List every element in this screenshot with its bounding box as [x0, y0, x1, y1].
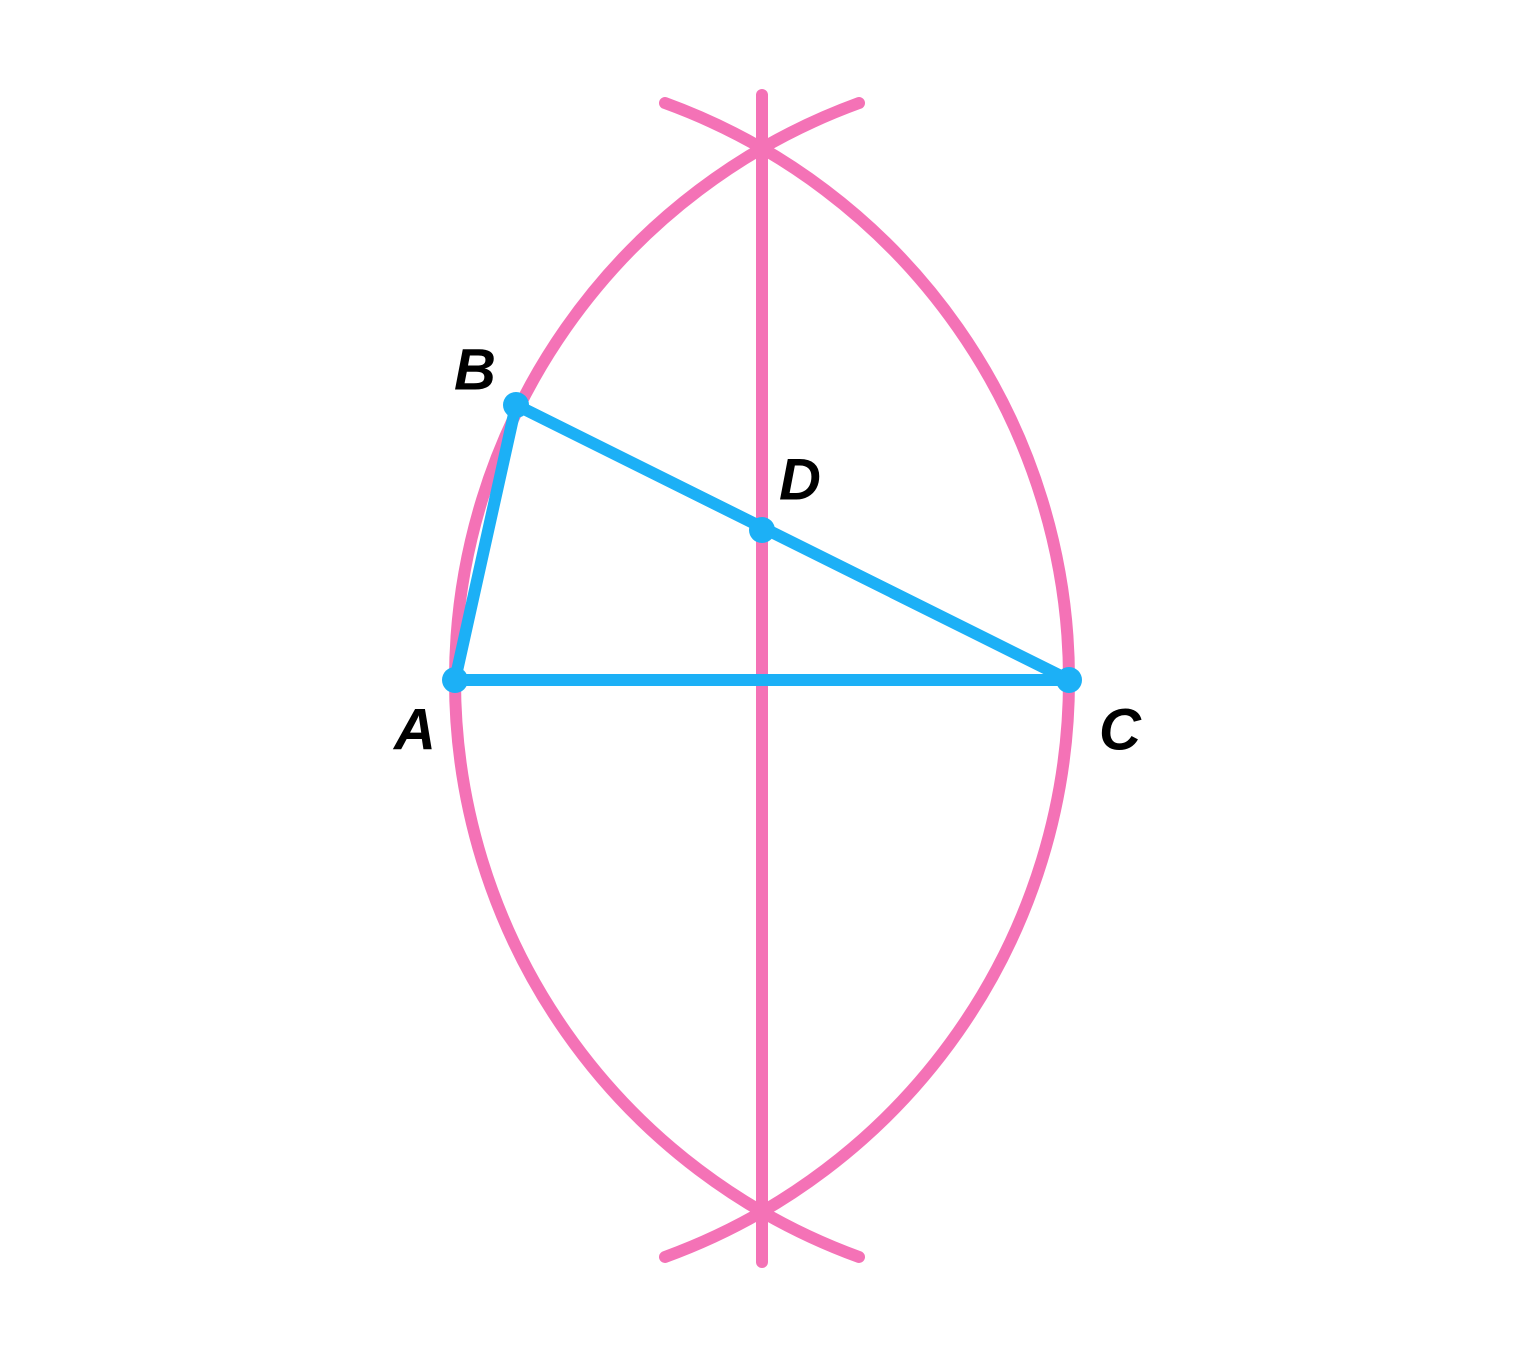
vesica-bottom-intersection: [753, 1203, 771, 1221]
label-D: D: [779, 447, 821, 514]
segment-AB: [455, 405, 516, 680]
point-C: [1056, 667, 1082, 693]
point-A: [442, 667, 468, 693]
label-C: C: [1099, 697, 1141, 764]
geometry-svg: [0, 0, 1536, 1359]
point-D: [749, 517, 775, 543]
diagram-canvas: A B C D: [0, 0, 1536, 1359]
point-B: [503, 392, 529, 418]
label-A: A: [394, 697, 436, 764]
label-B: B: [454, 337, 496, 404]
vesica-top-intersection: [753, 139, 771, 157]
